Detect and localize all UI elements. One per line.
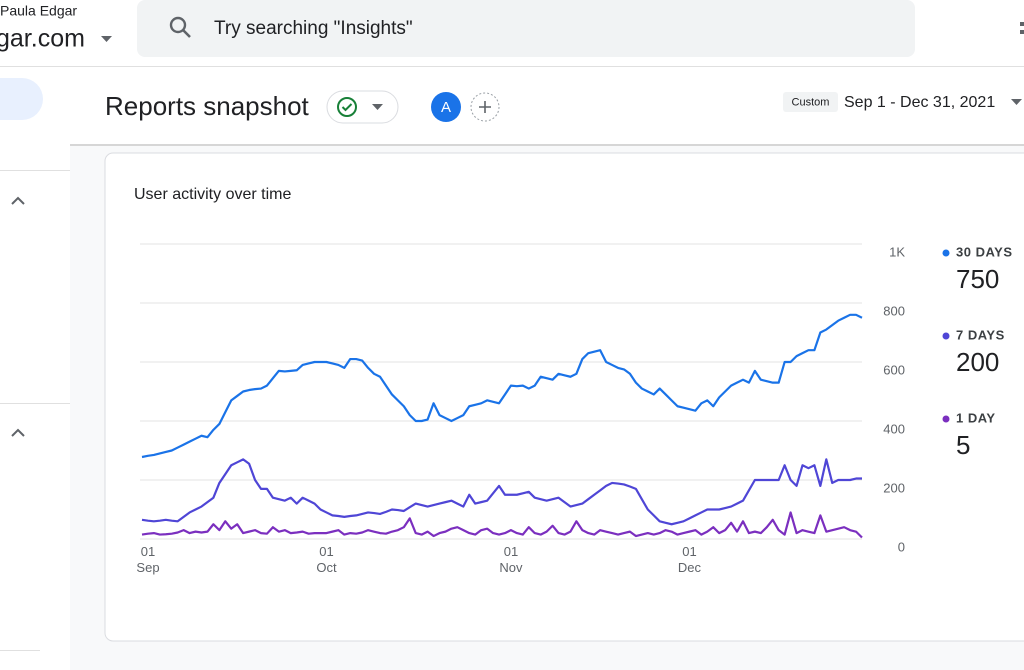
legend-value: 750 [956, 264, 999, 294]
legend-dot [942, 249, 950, 257]
legend-dot [942, 415, 950, 423]
series-line [141, 313, 863, 459]
chart-card [104, 152, 1024, 642]
x-tick-label: 01 Sep [136, 544, 159, 575]
search-box[interactable] [137, 0, 915, 57]
series-line [141, 511, 863, 539]
y-tick-label: 200 [883, 480, 905, 495]
x-tick-label: 01 Oct [316, 544, 337, 575]
legend-name: 30 DAYS [956, 244, 1013, 259]
property-dropdown[interactable] [101, 36, 112, 42]
y-tick-label: 600 [883, 362, 905, 377]
account-name: Paula Edgar [0, 3, 77, 19]
chart: 0 200 400 600 800 1K 01 Sep 01 Oct 01 Nov 01 Dec 30 DA… [136, 243, 1013, 575]
report-header [70, 67, 1024, 145]
y-tick-label: 400 [883, 421, 905, 436]
legend-value: 200 [956, 347, 999, 377]
nav-chevron[interactable] [11, 196, 25, 205]
chart-title: User activity over time [134, 186, 291, 203]
search-icon [182, 29, 191, 38]
date-chip [783, 92, 838, 112]
series-line [141, 458, 862, 526]
search-icon [169, 16, 187, 34]
y-tick-label: 1K [889, 244, 905, 259]
legend-name: 7 DAYS [956, 327, 1005, 342]
y-tick-label: 800 [883, 303, 905, 318]
status-check [341, 103, 353, 112]
status-check [337, 97, 357, 117]
nav-chevron[interactable] [11, 428, 25, 437]
nav-selected[interactable] [0, 78, 43, 120]
apps-icon[interactable] [1020, 22, 1024, 34]
sidebar [0, 67, 70, 670]
x-tick-label: 01 Dec [678, 544, 702, 575]
avatar[interactable] [431, 92, 461, 122]
x-tick-label: 01 Nov [499, 544, 523, 575]
legend-value: 5 [956, 430, 970, 460]
status-dropdown[interactable] [372, 104, 383, 110]
legend-name: 1 DAY [956, 410, 996, 425]
property-name[interactable]: gar.com [0, 25, 85, 53]
legend-dot [942, 332, 950, 340]
add-icon [479, 101, 491, 113]
avatar-letter: A [441, 99, 451, 116]
date-chip-label: Custom [792, 96, 830, 108]
y-tick-label: 0 [898, 539, 905, 554]
date-range[interactable]: Sep 1 - Dec 31, 2021 [844, 94, 995, 111]
report-title: Reports snapshot [105, 91, 310, 121]
date-dropdown[interactable] [1011, 99, 1022, 105]
add-comparison[interactable] [470, 92, 500, 122]
search-placeholder: Try searching "Insights" [214, 18, 413, 39]
